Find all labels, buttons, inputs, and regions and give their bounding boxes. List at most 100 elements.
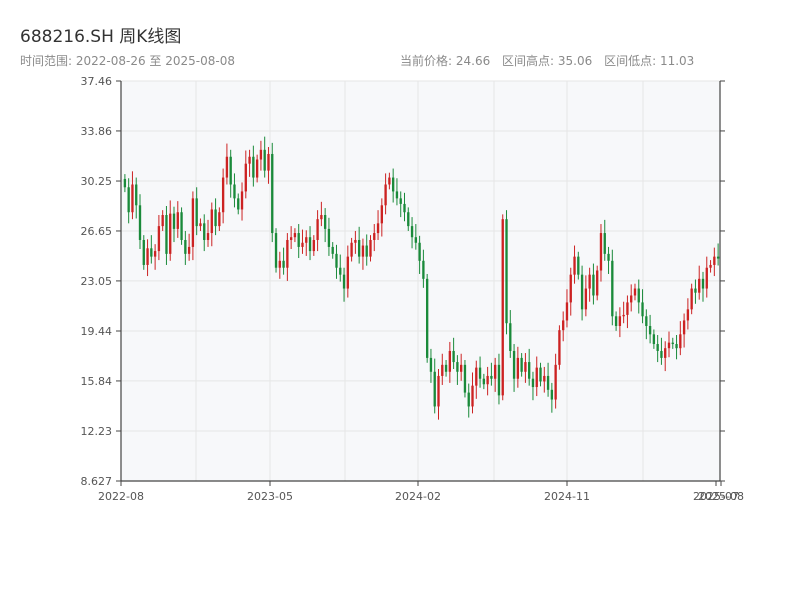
range-high: 区间高点: 35.06 xyxy=(502,54,593,68)
candle-body xyxy=(233,184,236,199)
candle-body xyxy=(543,375,546,382)
candle-body xyxy=(429,357,433,372)
candle-body xyxy=(169,213,172,254)
candle-body xyxy=(214,209,217,227)
candle-body xyxy=(221,177,225,213)
y-tick-label: 26.65 xyxy=(81,225,113,238)
candle-body xyxy=(252,156,255,178)
candle-body xyxy=(437,375,440,407)
candle-body xyxy=(516,357,520,379)
candle-body xyxy=(645,316,648,326)
candle-body xyxy=(331,246,334,254)
candle-body xyxy=(584,288,588,310)
candle-body xyxy=(505,219,508,324)
candle-body xyxy=(146,248,149,265)
candle-body xyxy=(637,288,640,303)
candle-body xyxy=(335,253,338,268)
candle-body xyxy=(686,309,690,321)
candle-body xyxy=(138,205,142,240)
candle-body xyxy=(486,375,489,385)
candle-body xyxy=(478,367,482,379)
candle-body xyxy=(312,239,315,252)
candle-body xyxy=(562,320,565,331)
candle-body xyxy=(652,334,656,345)
candle-body xyxy=(705,267,708,289)
candle-body xyxy=(716,256,720,259)
candle-body xyxy=(524,362,527,372)
candle-body xyxy=(648,325,652,335)
candle-body xyxy=(660,350,663,358)
candle-body xyxy=(267,153,270,171)
candle-body xyxy=(365,245,368,257)
candle-body xyxy=(263,149,266,171)
candle-body xyxy=(558,330,561,365)
candle-body xyxy=(580,274,584,310)
candle-body xyxy=(127,187,130,213)
candle-body xyxy=(327,228,331,247)
y-tick-label: 23.05 xyxy=(81,275,113,288)
candle-body xyxy=(339,267,342,275)
candle-body xyxy=(698,278,701,293)
candle-body xyxy=(286,239,289,268)
candle-body xyxy=(176,212,179,229)
candle-body xyxy=(690,288,693,310)
candle-body xyxy=(512,350,516,379)
y-tick-label: 33.86 xyxy=(81,125,113,138)
candle-body xyxy=(388,177,391,185)
candle-body xyxy=(380,205,383,224)
candle-body xyxy=(603,233,606,254)
candle-body xyxy=(422,260,425,279)
candle-body xyxy=(131,184,134,213)
candle-body xyxy=(471,385,474,407)
candle-body xyxy=(596,270,599,296)
y-tick-label: 30.25 xyxy=(81,175,113,188)
candle-body xyxy=(316,219,319,240)
candle-body xyxy=(346,256,349,289)
candle-body xyxy=(342,274,346,289)
candle-body xyxy=(418,242,421,261)
candle-body xyxy=(203,223,206,240)
candle-body xyxy=(308,237,312,252)
candle-body xyxy=(376,223,380,234)
candle-body xyxy=(357,239,361,257)
candle-body xyxy=(520,357,523,372)
candle-body xyxy=(191,198,195,247)
candle-body xyxy=(218,212,221,227)
candle-body xyxy=(467,392,470,407)
candle-body xyxy=(395,191,399,199)
candle-body xyxy=(282,260,285,268)
candle-body xyxy=(497,364,501,396)
candle-body xyxy=(414,237,418,243)
candle-body xyxy=(172,213,176,229)
y-tick-label: 19.44 xyxy=(81,325,113,338)
candle-body xyxy=(187,246,191,254)
x-tick-label: 2025-07 xyxy=(693,490,739,503)
candle-body xyxy=(501,219,504,396)
x-tick-label: 2022-08 xyxy=(98,490,144,503)
candle-body xyxy=(713,256,716,265)
x-tick-label: 2024-02 xyxy=(395,490,441,503)
candle-body xyxy=(490,375,493,379)
candle-body xyxy=(293,233,297,238)
candle-body xyxy=(463,364,467,393)
candle-body xyxy=(237,198,240,210)
candle-body xyxy=(482,378,486,385)
candle-body xyxy=(565,302,569,321)
candle-body xyxy=(278,260,281,268)
candle-body xyxy=(528,362,531,379)
candle-body xyxy=(150,248,153,257)
candle-body xyxy=(229,156,232,185)
candle-body xyxy=(259,149,263,160)
candle-body xyxy=(611,260,614,317)
candle-body xyxy=(305,237,308,243)
candle-body xyxy=(244,163,247,192)
axes: 37.46 33.86 30.25 26.65 23.05 19.44 15.84 12.23… xyxy=(81,75,744,503)
range-low: 区间低点: 11.03 xyxy=(604,54,695,68)
candle-body xyxy=(656,344,659,351)
candle-body xyxy=(320,215,323,220)
candle-body xyxy=(289,237,293,240)
candle-body xyxy=(354,239,357,243)
candle-body xyxy=(452,350,455,363)
candle-body xyxy=(535,367,538,388)
